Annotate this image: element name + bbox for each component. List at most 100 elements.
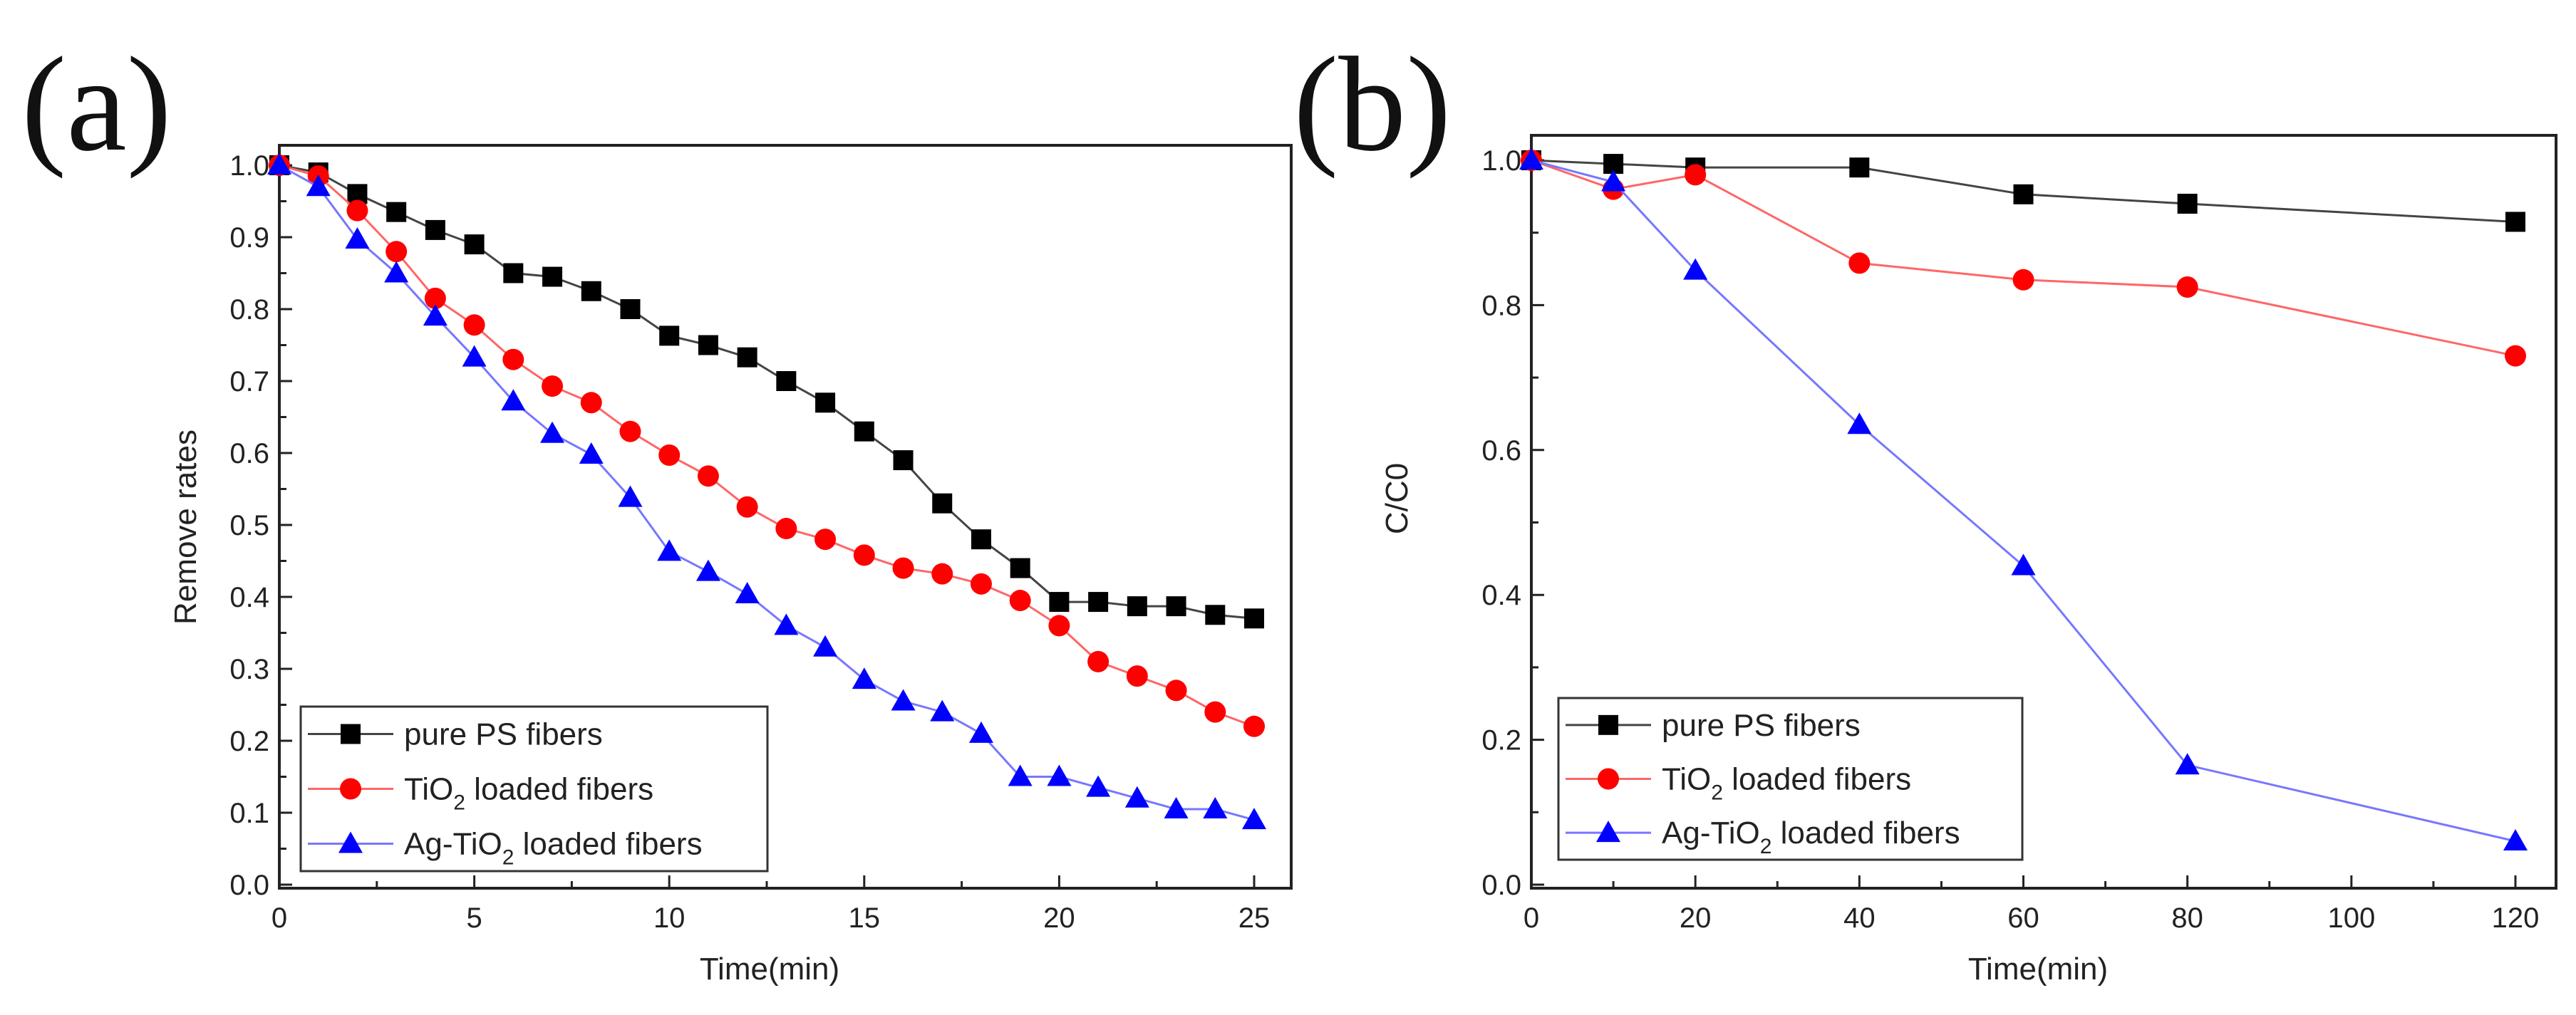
- data-point: [502, 348, 524, 370]
- data-point: [971, 529, 991, 550]
- data-point: [2503, 828, 2528, 850]
- x-tick-label: 5: [466, 902, 482, 934]
- y-axis-label: Remove rates: [168, 430, 203, 625]
- x-tick-label: 20: [1680, 902, 1712, 934]
- data-point: [1243, 715, 1265, 737]
- panel-label: (a): [21, 30, 172, 179]
- data-point: [968, 721, 993, 743]
- legend-marker: [1598, 714, 1618, 735]
- data-point: [1601, 170, 1626, 192]
- y-tick-label: 0.4: [1481, 580, 1521, 611]
- data-point: [735, 581, 760, 603]
- data-point: [1049, 592, 1070, 613]
- x-tick-label: 25: [1238, 902, 1271, 934]
- data-point: [2012, 269, 2034, 291]
- y-tick-label: 0.5: [229, 510, 269, 541]
- data-point: [267, 153, 291, 175]
- data-point: [1010, 558, 1030, 578]
- data-point: [893, 450, 914, 471]
- data-point: [618, 485, 643, 507]
- data-point: [424, 287, 446, 309]
- data-point: [620, 299, 641, 319]
- data-point: [2505, 345, 2526, 367]
- legend-marker: [1598, 768, 1619, 790]
- data-point: [931, 563, 953, 585]
- legend: pure PS fibers TiO2 loaded fibers Ag-TiO2 …: [299, 705, 769, 873]
- legend-marker: [341, 724, 361, 744]
- x-tick-label: 40: [1843, 902, 1876, 934]
- data-point: [736, 496, 758, 518]
- data-point: [737, 347, 757, 368]
- data-point: [1683, 258, 1708, 280]
- data-point: [1849, 157, 1870, 178]
- data-point: [814, 529, 837, 551]
- data-point: [463, 314, 485, 336]
- data-point: [854, 421, 874, 442]
- data-point: [853, 544, 875, 566]
- data-point: [970, 573, 992, 595]
- panel-a: (a) 0 5 10 15 20 25 0.0 0.1 0.2 0.3 0.4 0.5 0.6 0.7 0.8…: [21, 30, 1293, 987]
- data-point: [619, 420, 641, 442]
- data-point: [657, 539, 682, 561]
- data-point: [1205, 605, 1226, 625]
- data-point: [540, 421, 565, 443]
- data-point: [698, 335, 718, 355]
- series-triangle: [267, 153, 1266, 830]
- data-point: [581, 281, 601, 301]
- y-tick-label: 0.2: [1481, 725, 1521, 756]
- y-tick-label: 0.6: [1481, 435, 1521, 467]
- x-tick-label: 0: [271, 902, 287, 934]
- series-circle: [269, 155, 1265, 737]
- y-tick-label: 0.8: [1481, 290, 1521, 321]
- legend-marker: [340, 778, 361, 800]
- x-axis-label: Time(min): [1968, 952, 2108, 987]
- x-tick-label: 120: [2492, 902, 2540, 934]
- y-tick-label: 0.0: [1481, 870, 1521, 901]
- x-tick-label: 100: [2327, 902, 2375, 934]
- panel-b: (b) 0 20 40 60 80 100 120 0.0 0.2 0.4 0.6 0.8 1.0 Time…: [1293, 30, 2557, 987]
- data-point: [425, 219, 445, 240]
- data-point: [501, 389, 526, 411]
- y-tick-label: 0.3: [229, 654, 269, 685]
- data-point: [580, 392, 602, 414]
- y-tick-label: 0.0: [229, 870, 269, 901]
- data-point: [930, 699, 955, 722]
- data-point: [2011, 553, 2036, 576]
- y-tick-label: 1.0: [1481, 145, 1521, 177]
- data-point: [1244, 608, 1264, 629]
- data-point: [345, 227, 370, 249]
- y-tick-label: 0.4: [229, 582, 269, 613]
- data-point: [1685, 164, 1707, 186]
- data-point: [1203, 796, 1228, 818]
- data-point: [1048, 615, 1070, 637]
- data-point: [503, 263, 524, 283]
- data-point: [2175, 753, 2200, 775]
- data-point: [386, 202, 407, 222]
- data-point: [776, 371, 797, 391]
- y-tick-label: 0.9: [229, 222, 269, 254]
- data-point: [542, 375, 564, 397]
- data-point: [384, 261, 409, 283]
- data-point: [892, 557, 914, 579]
- x-tick-label: 0: [1524, 902, 1539, 934]
- data-point: [386, 241, 408, 263]
- data-point: [1242, 808, 1266, 830]
- data-point: [852, 667, 876, 689]
- data-point: [1126, 665, 1148, 687]
- y-tick-label: 0.2: [229, 726, 269, 757]
- x-tick-label: 20: [1043, 902, 1075, 934]
- y-tick-label: 0.6: [229, 438, 269, 469]
- data-point: [1127, 596, 1147, 617]
- data-point: [1847, 412, 1872, 434]
- data-point: [1086, 775, 1111, 797]
- data-point: [2505, 212, 2525, 232]
- data-point: [1008, 764, 1033, 786]
- data-point: [932, 493, 953, 514]
- legend-marker: [338, 831, 363, 853]
- data-point: [2013, 184, 2034, 204]
- y-tick-label: 0.1: [229, 798, 269, 829]
- legend-label: Ag-TiO2 loaded fibers: [1662, 816, 1960, 858]
- data-point: [1088, 592, 1109, 613]
- data-point: [775, 518, 797, 540]
